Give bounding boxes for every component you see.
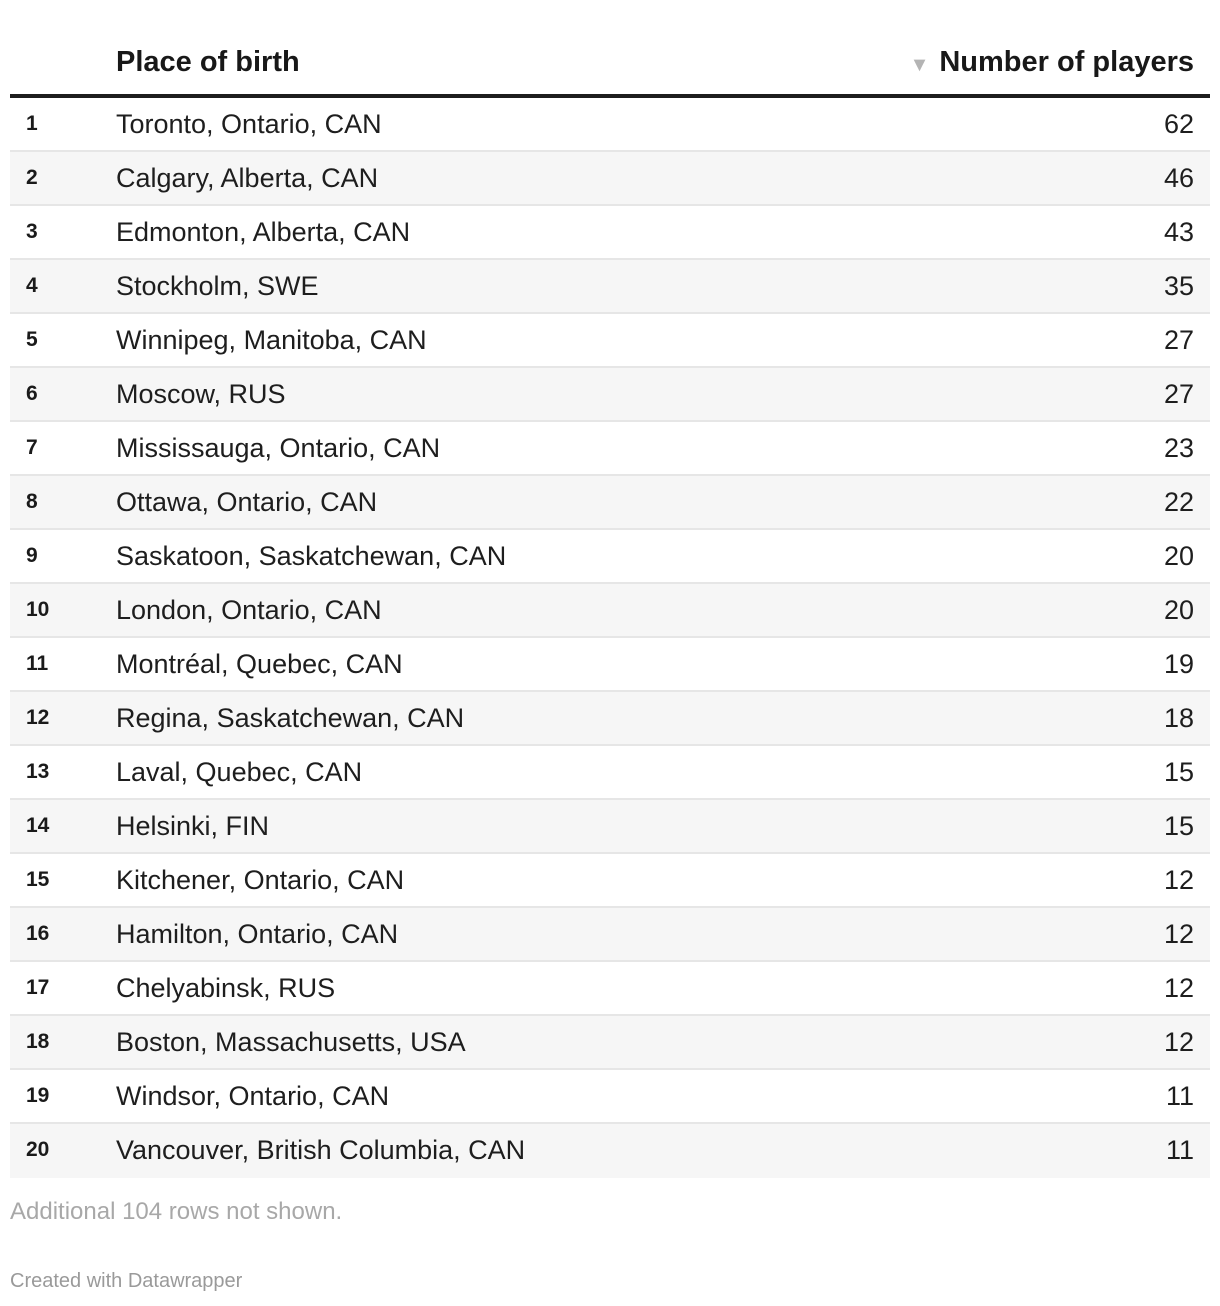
row-number-of-players: 12: [1163, 865, 1194, 895]
row-number-of-players: 27: [1163, 325, 1194, 355]
row-place-of-birth: London, Ontario, CAN: [116, 595, 382, 625]
row-number-of-players: 20: [1163, 541, 1194, 571]
row-place-of-birth: Edmonton, Alberta, CAN: [116, 217, 411, 247]
datawrapper-credit: Created with Datawrapper: [10, 1270, 243, 1292]
row-place-of-birth: Mississauga, Ontario, CAN: [116, 433, 441, 463]
row-place-of-birth: Ottawa, Ontario, CAN: [116, 487, 378, 517]
table-row: 14 Helsinki, FIN 15: [10, 800, 1210, 854]
row-number-of-players: 22: [1163, 487, 1194, 517]
row-place-of-birth: Kitchener, Ontario, CAN: [116, 865, 405, 895]
row-number-of-players: 11: [1165, 1081, 1194, 1111]
row-number-of-players: 15: [1163, 757, 1194, 787]
hidden-rows-note: Additional 104 rows not shown.: [10, 1198, 343, 1225]
row-number-of-players: 12: [1163, 1027, 1194, 1057]
row-rank: 13: [26, 760, 50, 783]
row-number-of-players: 11: [1165, 1135, 1194, 1165]
row-place-of-birth: Hamilton, Ontario, CAN: [116, 919, 399, 949]
row-rank: 10: [26, 598, 50, 621]
row-rank: 9: [26, 544, 38, 567]
table-row: 2 Calgary, Alberta, CAN 46: [10, 152, 1210, 206]
table-row: 5 Winnipeg, Manitoba, CAN 27: [10, 314, 1210, 368]
row-place-of-birth: Montréal, Quebec, CAN: [116, 649, 403, 679]
row-place-of-birth: Windsor, Ontario, CAN: [116, 1081, 390, 1111]
table-row: 15 Kitchener, Ontario, CAN 12: [10, 854, 1210, 908]
players-table: Place of birth ▼ Number of players 1 Toro…: [10, 30, 1210, 1178]
table-row: 12 Regina, Saskatchewan, CAN 18: [10, 692, 1210, 746]
table-row: 13 Laval, Quebec, CAN 15: [10, 746, 1210, 800]
row-rank: 5: [26, 328, 38, 351]
table-row: 8 Ottawa, Ontario, CAN 22: [10, 476, 1210, 530]
row-number-of-players: 27: [1163, 379, 1194, 409]
row-rank: 20: [26, 1138, 50, 1161]
row-rank: 16: [26, 922, 50, 945]
row-rank: 15: [26, 868, 50, 891]
row-place-of-birth: Regina, Saskatchewan, CAN: [116, 703, 465, 733]
row-rank: 18: [26, 1030, 50, 1053]
row-number-of-players: 35: [1163, 271, 1194, 301]
column-header-number-of-players-label: Number of players: [939, 46, 1194, 78]
sort-down-triangle-icon[interactable]: ▼: [909, 53, 930, 76]
table-row: 3 Edmonton, Alberta, CAN 43: [10, 206, 1210, 260]
column-header-place-of-birth[interactable]: Place of birth: [116, 46, 300, 78]
row-rank: 7: [26, 436, 38, 459]
table-row: 4 Stockholm, SWE 35: [10, 260, 1210, 314]
row-place-of-birth: Saskatoon, Saskatchewan, CAN: [116, 541, 507, 571]
row-place-of-birth: Moscow, RUS: [116, 379, 286, 409]
table-row: 16 Hamilton, Ontario, CAN 12: [10, 908, 1210, 962]
row-place-of-birth: Toronto, Ontario, CAN: [116, 109, 382, 139]
table-header: Place of birth ▼ Number of players: [10, 30, 1210, 98]
row-number-of-players: 46: [1163, 163, 1194, 193]
row-number-of-players: 19: [1163, 649, 1194, 679]
row-place-of-birth: Boston, Massachusetts, USA: [116, 1027, 466, 1057]
row-place-of-birth: Calgary, Alberta, CAN: [116, 163, 379, 193]
table-row: 19 Windsor, Ontario, CAN 11: [10, 1070, 1210, 1124]
row-rank: 17: [26, 976, 50, 999]
table-row: 17 Chelyabinsk, RUS 12: [10, 962, 1210, 1016]
row-number-of-players: 12: [1163, 973, 1194, 1003]
row-place-of-birth: Winnipeg, Manitoba, CAN: [116, 325, 427, 355]
row-place-of-birth: Stockholm, SWE: [116, 271, 319, 301]
row-rank: 12: [26, 706, 50, 729]
row-number-of-players: 23: [1163, 433, 1194, 463]
row-rank: 1: [26, 112, 38, 135]
row-place-of-birth: Vancouver, British Columbia, CAN: [116, 1135, 526, 1165]
row-rank: 4: [26, 274, 38, 297]
row-place-of-birth: Laval, Quebec, CAN: [116, 757, 363, 787]
row-rank: 3: [26, 220, 38, 243]
table-row: 10 London, Ontario, CAN 20: [10, 584, 1210, 638]
row-rank: 8: [26, 490, 38, 513]
row-rank: 6: [26, 382, 38, 405]
row-number-of-players: 20: [1163, 595, 1194, 625]
row-rank: 14: [26, 814, 50, 837]
table-body: 1 Toronto, Ontario, CAN 62 2 Calgary, Albert…: [10, 98, 1210, 1178]
row-rank: 11: [26, 652, 49, 675]
row-number-of-players: 62: [1163, 109, 1194, 139]
table-row: 11 Montréal, Quebec, CAN 19: [10, 638, 1210, 692]
row-number-of-players: 15: [1163, 811, 1194, 841]
column-header-number-of-players[interactable]: ▼ Number of players: [910, 46, 1194, 79]
row-number-of-players: 12: [1163, 919, 1194, 949]
row-number-of-players: 43: [1163, 217, 1194, 247]
row-place-of-birth: Helsinki, FIN: [116, 811, 270, 841]
row-number-of-players: 18: [1163, 703, 1194, 733]
table-row: 20 Vancouver, British Columbia, CAN 11: [10, 1124, 1210, 1178]
row-place-of-birth: Chelyabinsk, RUS: [116, 973, 336, 1003]
table-row: 9 Saskatoon, Saskatchewan, CAN 20: [10, 530, 1210, 584]
row-rank: 19: [26, 1084, 50, 1107]
table-row: 1 Toronto, Ontario, CAN 62: [10, 98, 1210, 152]
table-row: 6 Moscow, RUS 27: [10, 368, 1210, 422]
table-row: 18 Boston, Massachusetts, USA 12: [10, 1016, 1210, 1070]
table-row: 7 Mississauga, Ontario, CAN 23: [10, 422, 1210, 476]
row-rank: 2: [26, 166, 38, 189]
